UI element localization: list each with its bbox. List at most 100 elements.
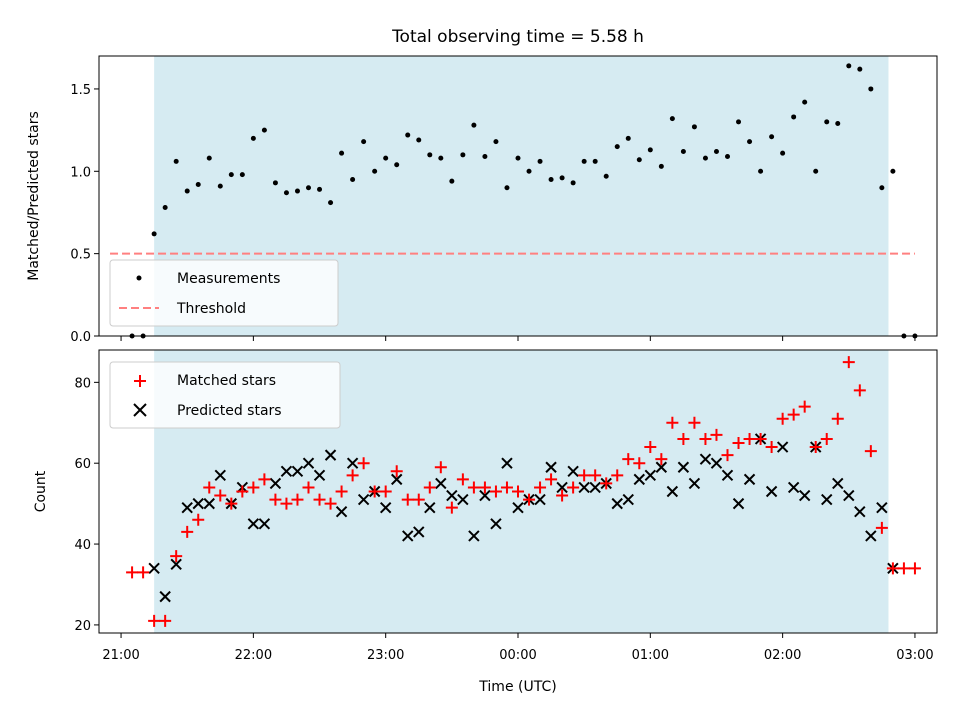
measurement-point [614,144,620,150]
measurement-point [680,149,686,155]
predicted-point [457,493,469,506]
matched-point [754,432,767,445]
measurement-point [438,155,444,161]
matched-point [666,416,679,429]
predicted-point [402,530,414,542]
matched-point [732,436,745,449]
matched-point [578,469,591,482]
bottom-x-tick-label: 23:00 [367,648,404,663]
measurement-point [504,185,510,191]
matched-point [390,465,403,478]
matched-point [809,441,822,454]
matched-point [368,485,381,498]
predicted-point [214,469,226,482]
measurement-point [824,119,830,125]
matched-point [798,400,811,413]
measurement-point [581,158,587,164]
predicted-point [291,465,304,477]
matched-point [864,445,877,458]
predicted-point [490,518,502,530]
matched-point [214,489,227,502]
bottom-x-axis: 21:00 22:00 23:00 00:00 01:00 02:00 03:00 [102,633,934,663]
top-legend-box [109,259,339,327]
measurement-point [537,158,543,164]
top-y-tick-label: 1.0 [70,165,91,180]
legend-measurements-label: Measurements [177,271,280,287]
predicted-point [611,497,623,510]
measurement-point [725,153,730,159]
top-y-tick-label: 1.5 [70,83,91,98]
measurement-point [306,185,311,191]
matched-point [159,614,172,627]
predicted-point [534,493,546,506]
top-y-tick-label: 0.0 [70,330,91,345]
measurement-point [482,153,488,159]
predicted-point [832,477,844,490]
predicted-point [148,562,160,575]
predicted-point [324,449,337,461]
measurement-point [791,114,797,120]
measurement-point [294,188,300,194]
top-panel: 0.0 0.5 1.0 1.5 Matched/Predicted stars Mea… [26,55,938,345]
legend-predicted-label: Predicted stars [177,403,282,419]
matched-point [148,614,161,627]
bottom-panel: 20 40 60 80 21:00 22:00 23:00 00:00 01:00 02:00 0… [33,349,938,695]
matched-point [445,501,458,514]
predicted-point [424,501,436,514]
predicted-point [313,469,326,482]
matched-point [886,562,899,575]
predicted-point [512,501,524,514]
matched-point [280,497,293,510]
measurement-point [857,66,863,72]
matched-point [743,432,756,445]
matched-point [357,457,370,470]
predicted-point [269,477,282,490]
measurement-point [570,180,576,186]
predicted-point [743,473,756,486]
measurement-point [846,63,852,69]
matched-point [500,481,513,494]
measurement-point [151,231,157,237]
predicted-point [280,465,293,477]
predicted-point [865,530,877,542]
measurement-point [405,132,411,138]
measurement-point [361,139,367,145]
predicted-point [379,501,392,514]
matched-point [291,493,304,506]
bottom-y-tick-label: 80 [74,376,91,391]
matched-point [423,481,436,494]
predicted-point [335,506,348,518]
predicted-point [357,493,370,506]
predicted-point [765,485,778,498]
measurement-point [394,162,400,168]
predicted-point [170,558,182,570]
measurement-point [250,135,256,141]
predicted-point [578,481,590,494]
measurement-point [658,163,664,169]
top-legend: Measurements Threshold [109,259,339,327]
measurement-point [713,149,719,155]
matched-point [192,513,205,526]
predicted-point [854,506,866,518]
bottom-x-tick-label: 22:00 [235,648,272,663]
measurement-point [195,181,201,187]
predicted-point [181,501,193,514]
matched-point [434,461,447,474]
measurement-point [548,177,554,183]
predicted-point [501,457,513,469]
top-y-axis-title: Matched/Predicted stars [26,111,42,281]
measurement-point [328,200,334,206]
measurement-point [758,168,764,174]
measurement-point [780,150,786,156]
measurement-point [515,155,521,161]
measurement-point [879,185,885,191]
matched-point [412,493,425,506]
measurement-point [317,186,323,192]
predicted-point [776,441,789,453]
top-y-tick-label: 0.5 [70,248,91,263]
measurement-point [813,168,819,174]
measurement-point [526,168,532,174]
measurement-point [868,86,874,92]
predicted-point [677,461,690,473]
measurement-point [383,155,389,161]
